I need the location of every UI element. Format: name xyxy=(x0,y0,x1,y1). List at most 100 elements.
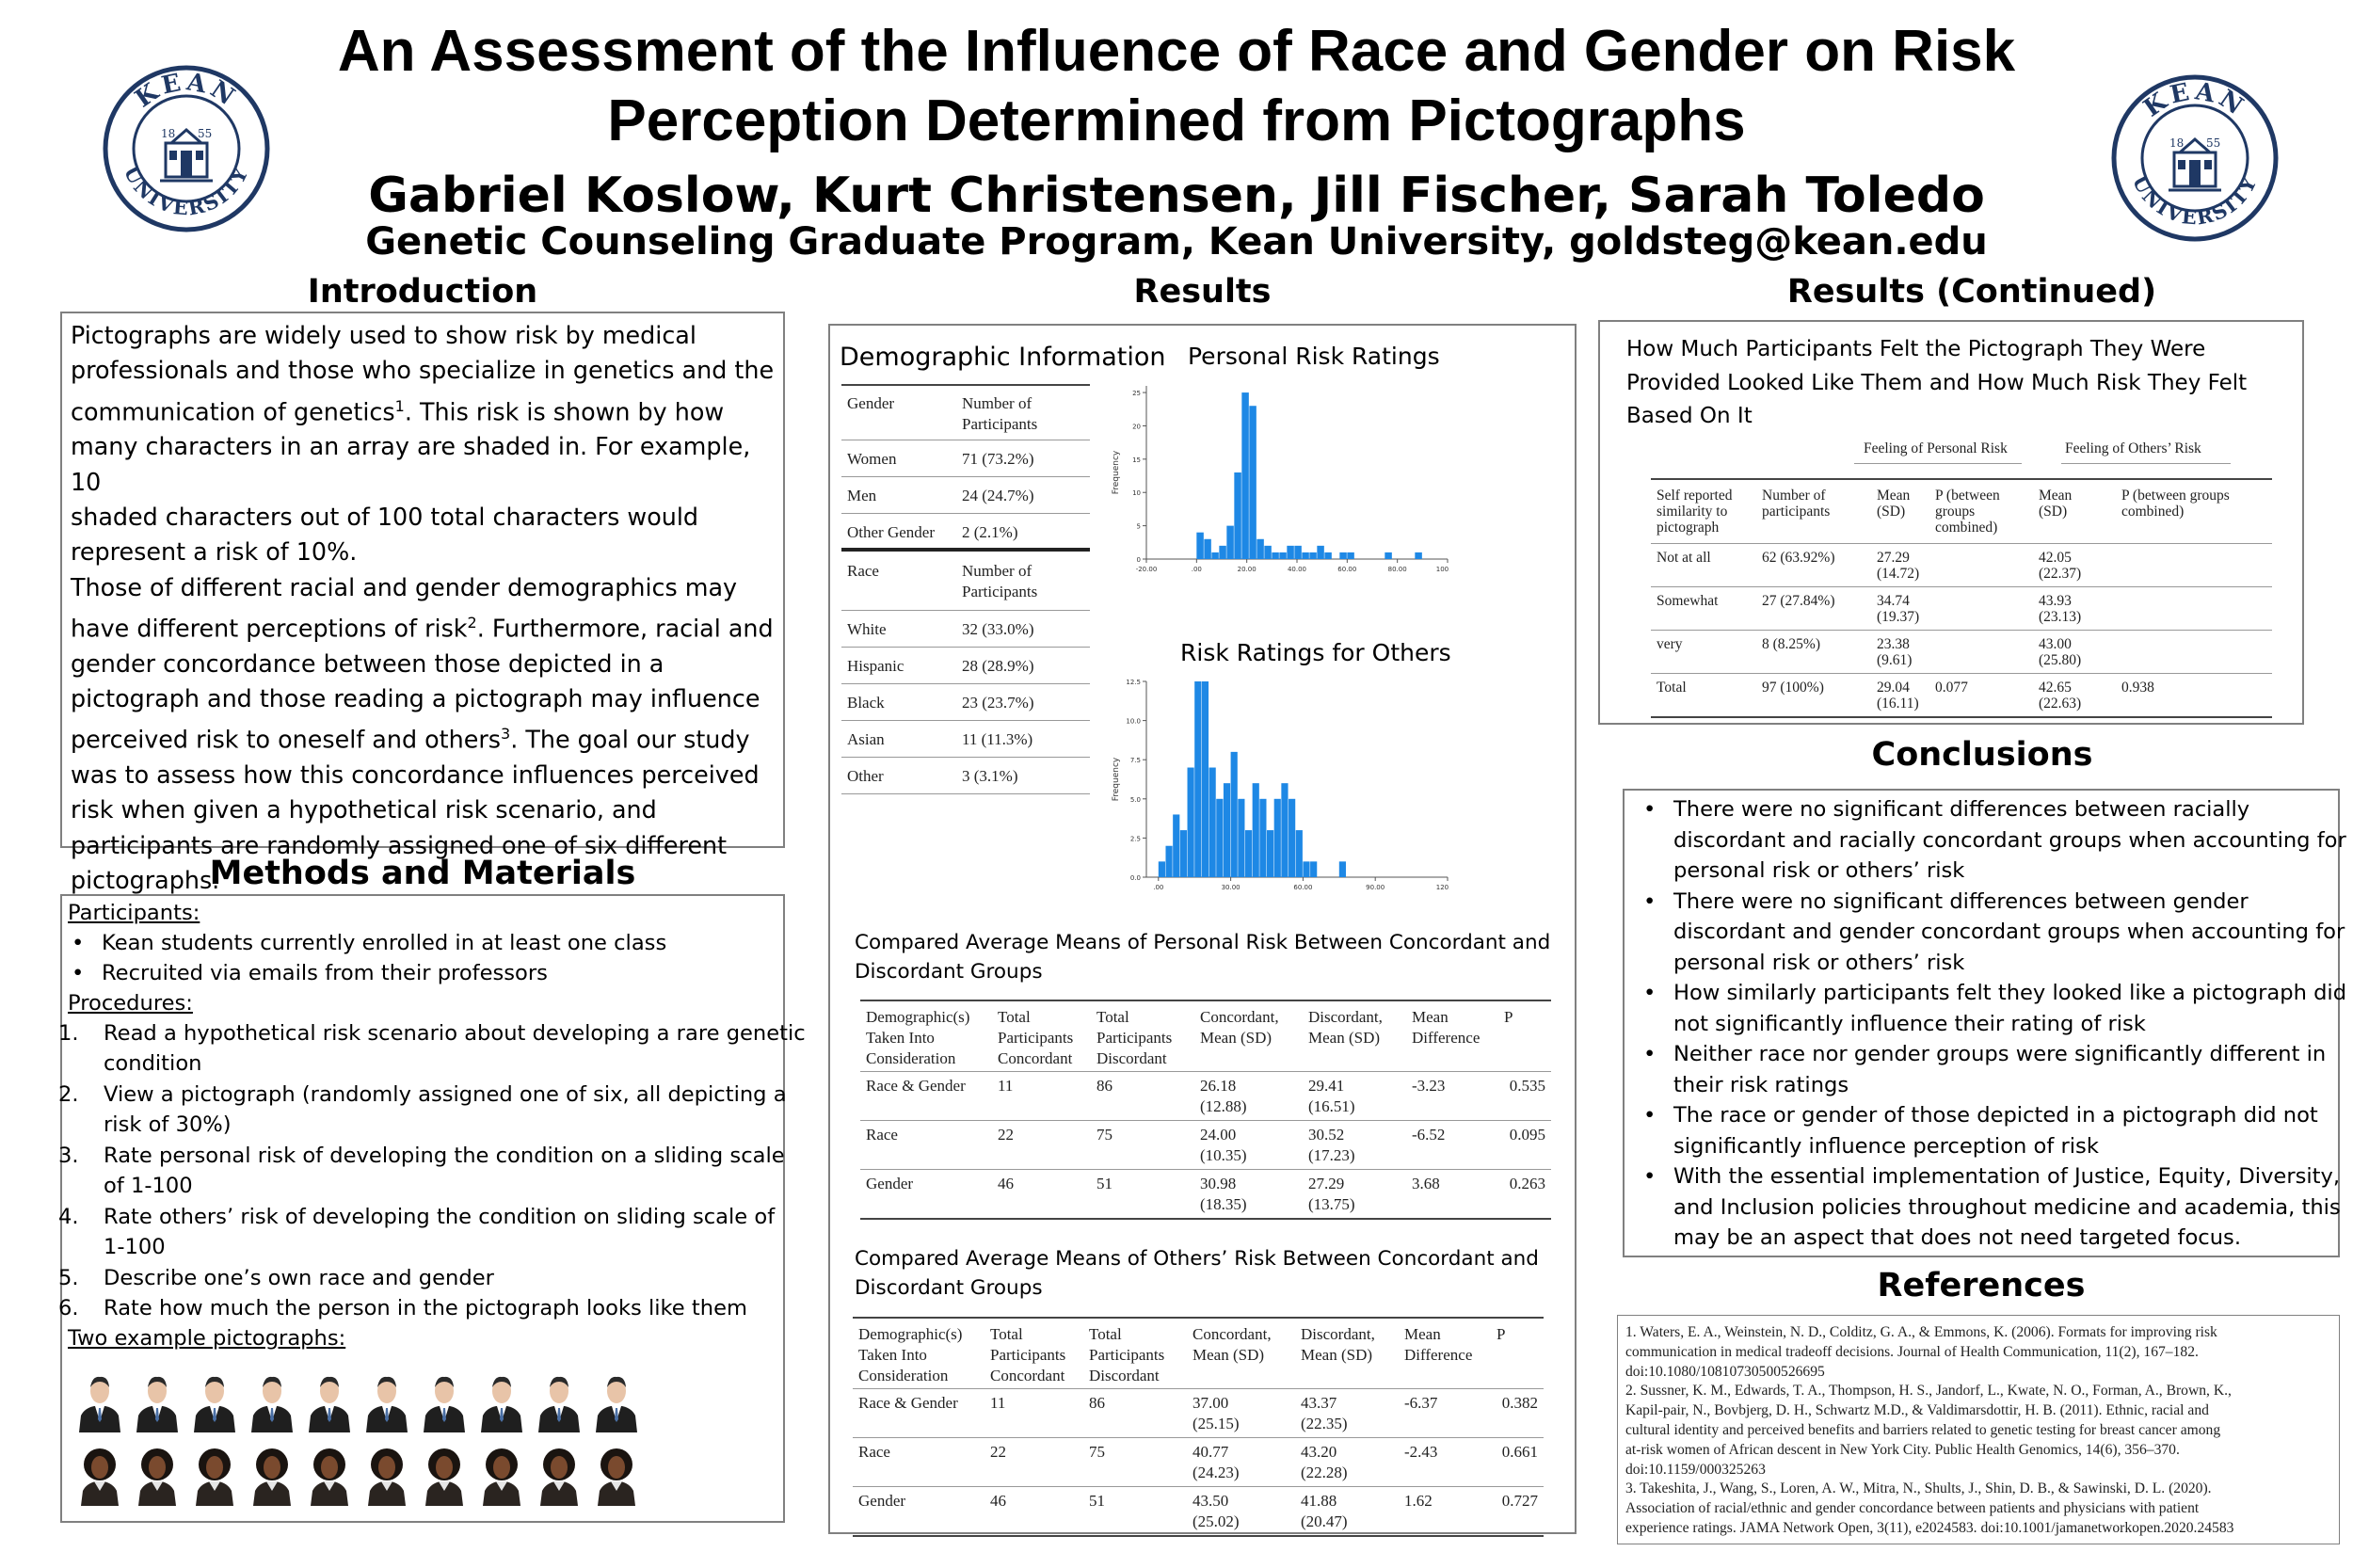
results-heading: Results xyxy=(1133,273,1272,311)
histogram-bar xyxy=(1347,552,1354,559)
histogram-bar xyxy=(1204,538,1211,559)
table-header-cell: Discordant, Mean (SD) xyxy=(1301,1325,1375,1364)
table-cell xyxy=(1929,631,2033,674)
race-table: Race Number of Participants White 32 (33.0… xyxy=(841,555,1090,794)
histogram-bar xyxy=(1226,525,1234,559)
histogram-bar xyxy=(1194,681,1202,877)
table-cell: 86 xyxy=(1096,1077,1112,1095)
table-cell: 0.727 xyxy=(1501,1492,1538,1510)
bullet-icon: • xyxy=(1643,888,1657,914)
procedures-label: Procedures: xyxy=(68,991,193,1016)
table-row: Gender 46 51 43.50 (25.02) 41.88 (20.47) 1.62… xyxy=(853,1487,1544,1536)
histogram-bar xyxy=(1234,472,1241,559)
personal-risk-table: Demographic(s) Taken Into Consideration T… xyxy=(860,1000,1551,1220)
table-header-cell: Total Participants Discordant xyxy=(1089,1325,1165,1384)
histogram-bar xyxy=(1281,783,1289,877)
histogram-bar xyxy=(1302,552,1309,559)
table-header-cell: Demographic(s) Taken Into Consideration xyxy=(866,1008,970,1067)
svg-text:55: 55 xyxy=(2206,136,2220,150)
table-row: Not at all 62 (63.92%) 27.29 (14.72) 42.05 … xyxy=(1651,544,2272,587)
kean-university-logo-left: KEAN UNIVERSITY 18 55 xyxy=(103,65,270,232)
x-tick-label: 20.00 xyxy=(1238,566,1257,573)
histogram-bar xyxy=(1241,392,1249,559)
table-cell: Race xyxy=(866,1126,898,1144)
table-cell: 30.52 (17.23) xyxy=(1308,1126,1355,1164)
bullet-icon: • xyxy=(1643,1042,1657,1066)
table-header-cell: Total Participants Concordant xyxy=(990,1325,1066,1384)
y-tick-label: 20 xyxy=(1132,423,1141,430)
histogram-bar xyxy=(1310,861,1318,877)
table-cell xyxy=(1929,544,2033,587)
reference-line: 3. Takeshita, J., Wang, S., Loren, A. W.… xyxy=(1625,1480,2212,1497)
y-tick-label: 2.5 xyxy=(1130,835,1141,842)
intro-line: many characters in an array are shaded i… xyxy=(71,432,751,496)
title-line-1: An Assessment of the Influence of Race a… xyxy=(337,19,2016,84)
participants-label: Participants: xyxy=(68,901,200,925)
table-cell: Somewhat xyxy=(1657,593,1719,609)
table-cell: 42.05 (22.37) xyxy=(2039,550,2082,582)
table-cell: 8 (8.25%) xyxy=(1762,636,1820,652)
references-heading: References xyxy=(1877,1267,2086,1304)
conclusion-item: • There were no significant differences b… xyxy=(1634,887,2345,979)
conclusion-line: their risk ratings xyxy=(1673,1072,1849,1097)
table-cell: Total xyxy=(1657,680,1687,696)
conclusions-box: • There were no significant differences b… xyxy=(1623,789,2346,1257)
man-figure-icon xyxy=(481,1376,522,1432)
histogram-bar xyxy=(1309,552,1317,559)
histogram-bar xyxy=(1303,861,1310,877)
intro-line: participants are randomly assigned one o… xyxy=(71,830,728,859)
y-tick-label: 15 xyxy=(1132,456,1141,464)
table-header-cell: Total Participants Discordant xyxy=(1096,1008,1173,1067)
procedure-step: 3. Rate personal risk of developing the … xyxy=(58,1144,785,1198)
table-row: very 8 (8.25%) 23.38 (9.61) 43.00 (25.80) xyxy=(1651,631,2272,674)
table-header-cell: Mean (SD) xyxy=(1877,488,1911,520)
conclusion-item: • The race or gender of those depicted in… xyxy=(1634,1100,2330,1161)
table-row: Somewhat 27 (27.84%) 34.74 (19.37) 43.93 (2… xyxy=(1651,587,2272,631)
examples-label: Two example pictographs: xyxy=(68,1326,346,1351)
table-cell: very xyxy=(1657,636,1683,652)
table-cell: 51 xyxy=(1096,1175,1112,1192)
table-cell: -6.37 xyxy=(1404,1394,1438,1412)
table-header-cell: Demographic(s) Taken Into Consideration xyxy=(858,1325,963,1384)
histogram-bar xyxy=(1385,552,1392,559)
table-cell: 24.00 (10.35) xyxy=(1200,1126,1247,1164)
histogram-bar xyxy=(1264,545,1272,559)
conclusion-line: discordant and gender concordant groups … xyxy=(1673,920,2345,944)
table-cell: -3.23 xyxy=(1412,1077,1446,1095)
table-cell xyxy=(1929,587,2033,631)
table-cell: 29.41 (16.51) xyxy=(1308,1077,1355,1115)
others-table-title: Compared Average Means of Others’ Risk B… xyxy=(855,1247,1539,1300)
histogram-bar xyxy=(1238,798,1245,877)
histogram-bar xyxy=(1223,783,1231,877)
table-header-cell: Concordant, Mean (SD) xyxy=(1200,1008,1279,1047)
table-row: Race & Gender 11 86 37.00 (25.15) 43.37 (22.… xyxy=(853,1389,1544,1438)
conclusion-line: The race or gender of those depicted in … xyxy=(1673,1103,2318,1128)
table-cell: 97 (100%) xyxy=(1762,680,1824,696)
conclusion-line: may be an aspect that does not need targ… xyxy=(1673,1225,2242,1250)
x-tick-label: .00 xyxy=(1153,884,1163,891)
table-header-cell: P (between groups combined) xyxy=(1935,488,2000,536)
histogram-bar xyxy=(1244,830,1253,877)
histogram-bar xyxy=(1317,545,1324,559)
table-cell: 42.65 (22.63) xyxy=(2039,680,2082,712)
procedure-step: 4. Rate others’ risk of developing the c… xyxy=(58,1205,776,1259)
conclusion-line: significantly influence perception of ri… xyxy=(1673,1133,2099,1159)
intro-line: have different perceptions of risk2. Fur… xyxy=(71,613,774,643)
y-tick-label: 10.0 xyxy=(1126,718,1141,726)
bullet-icon: • xyxy=(1643,1164,1657,1189)
table-cell: 3.68 xyxy=(1412,1175,1440,1192)
y-tick-label: 0.0 xyxy=(1130,874,1141,882)
conclusion-item: • There were no significant differences b… xyxy=(1634,794,2346,887)
intro-line: represent a risk of 10%. xyxy=(71,537,358,567)
histogram-bar xyxy=(1216,798,1224,877)
table-header-cell: Self reported similarity to pictograph xyxy=(1657,488,1733,536)
table-cell xyxy=(2116,587,2272,631)
table-cell: 1.62 xyxy=(1404,1492,1433,1510)
results-continued-box: How Much Participants Felt the Pictograp… xyxy=(1598,320,2304,725)
man-figure-icon xyxy=(366,1376,408,1432)
introduction-box: Pictographs are widely used to show risk… xyxy=(60,312,785,894)
methods-box: Participants: • Kean students currently e… xyxy=(58,894,806,1523)
kean-university-logo-right: KEAN UNIVERSITY 18 55 xyxy=(2111,74,2279,242)
table-header-cell: Mean Difference xyxy=(1412,1008,1481,1047)
group-head-personal: Feeling of Personal Risk xyxy=(1864,440,2008,456)
